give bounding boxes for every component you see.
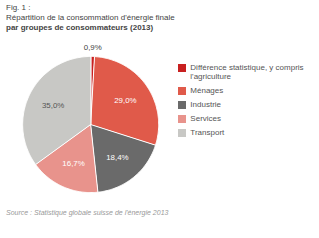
svg-text:35,0%: 35,0%	[42, 101, 64, 110]
html-text:Ménages: Ménages	[190, 86, 224, 95]
html-text:Fig. 1 :: Fig. 1 :	[6, 3, 31, 12]
svg-text:16,7%: 16,7%	[62, 159, 84, 168]
html-text:Différence statistique, y comp: Différence statistique, y compris l'agri…	[190, 63, 304, 81]
html-text:Répartition de la consommation: Répartition de la consommation d'énergie…	[6, 13, 175, 22]
html-text:Industrie: Industrie	[190, 100, 221, 109]
html-text:par groupes de consommateurs (: par groupes de consommateurs (2013)	[6, 23, 154, 32]
html-text:Transport: Transport	[190, 128, 225, 137]
html-text:Source : Statistique globale s: Source : Statistique globale suisse de l…	[6, 209, 169, 217]
html-text:Services: Services	[190, 114, 221, 123]
svg-text:29,0%: 29,0%	[114, 96, 136, 105]
svg-text:18,4%: 18,4%	[106, 153, 128, 162]
svg-text:0,9%: 0,9%	[84, 43, 102, 52]
